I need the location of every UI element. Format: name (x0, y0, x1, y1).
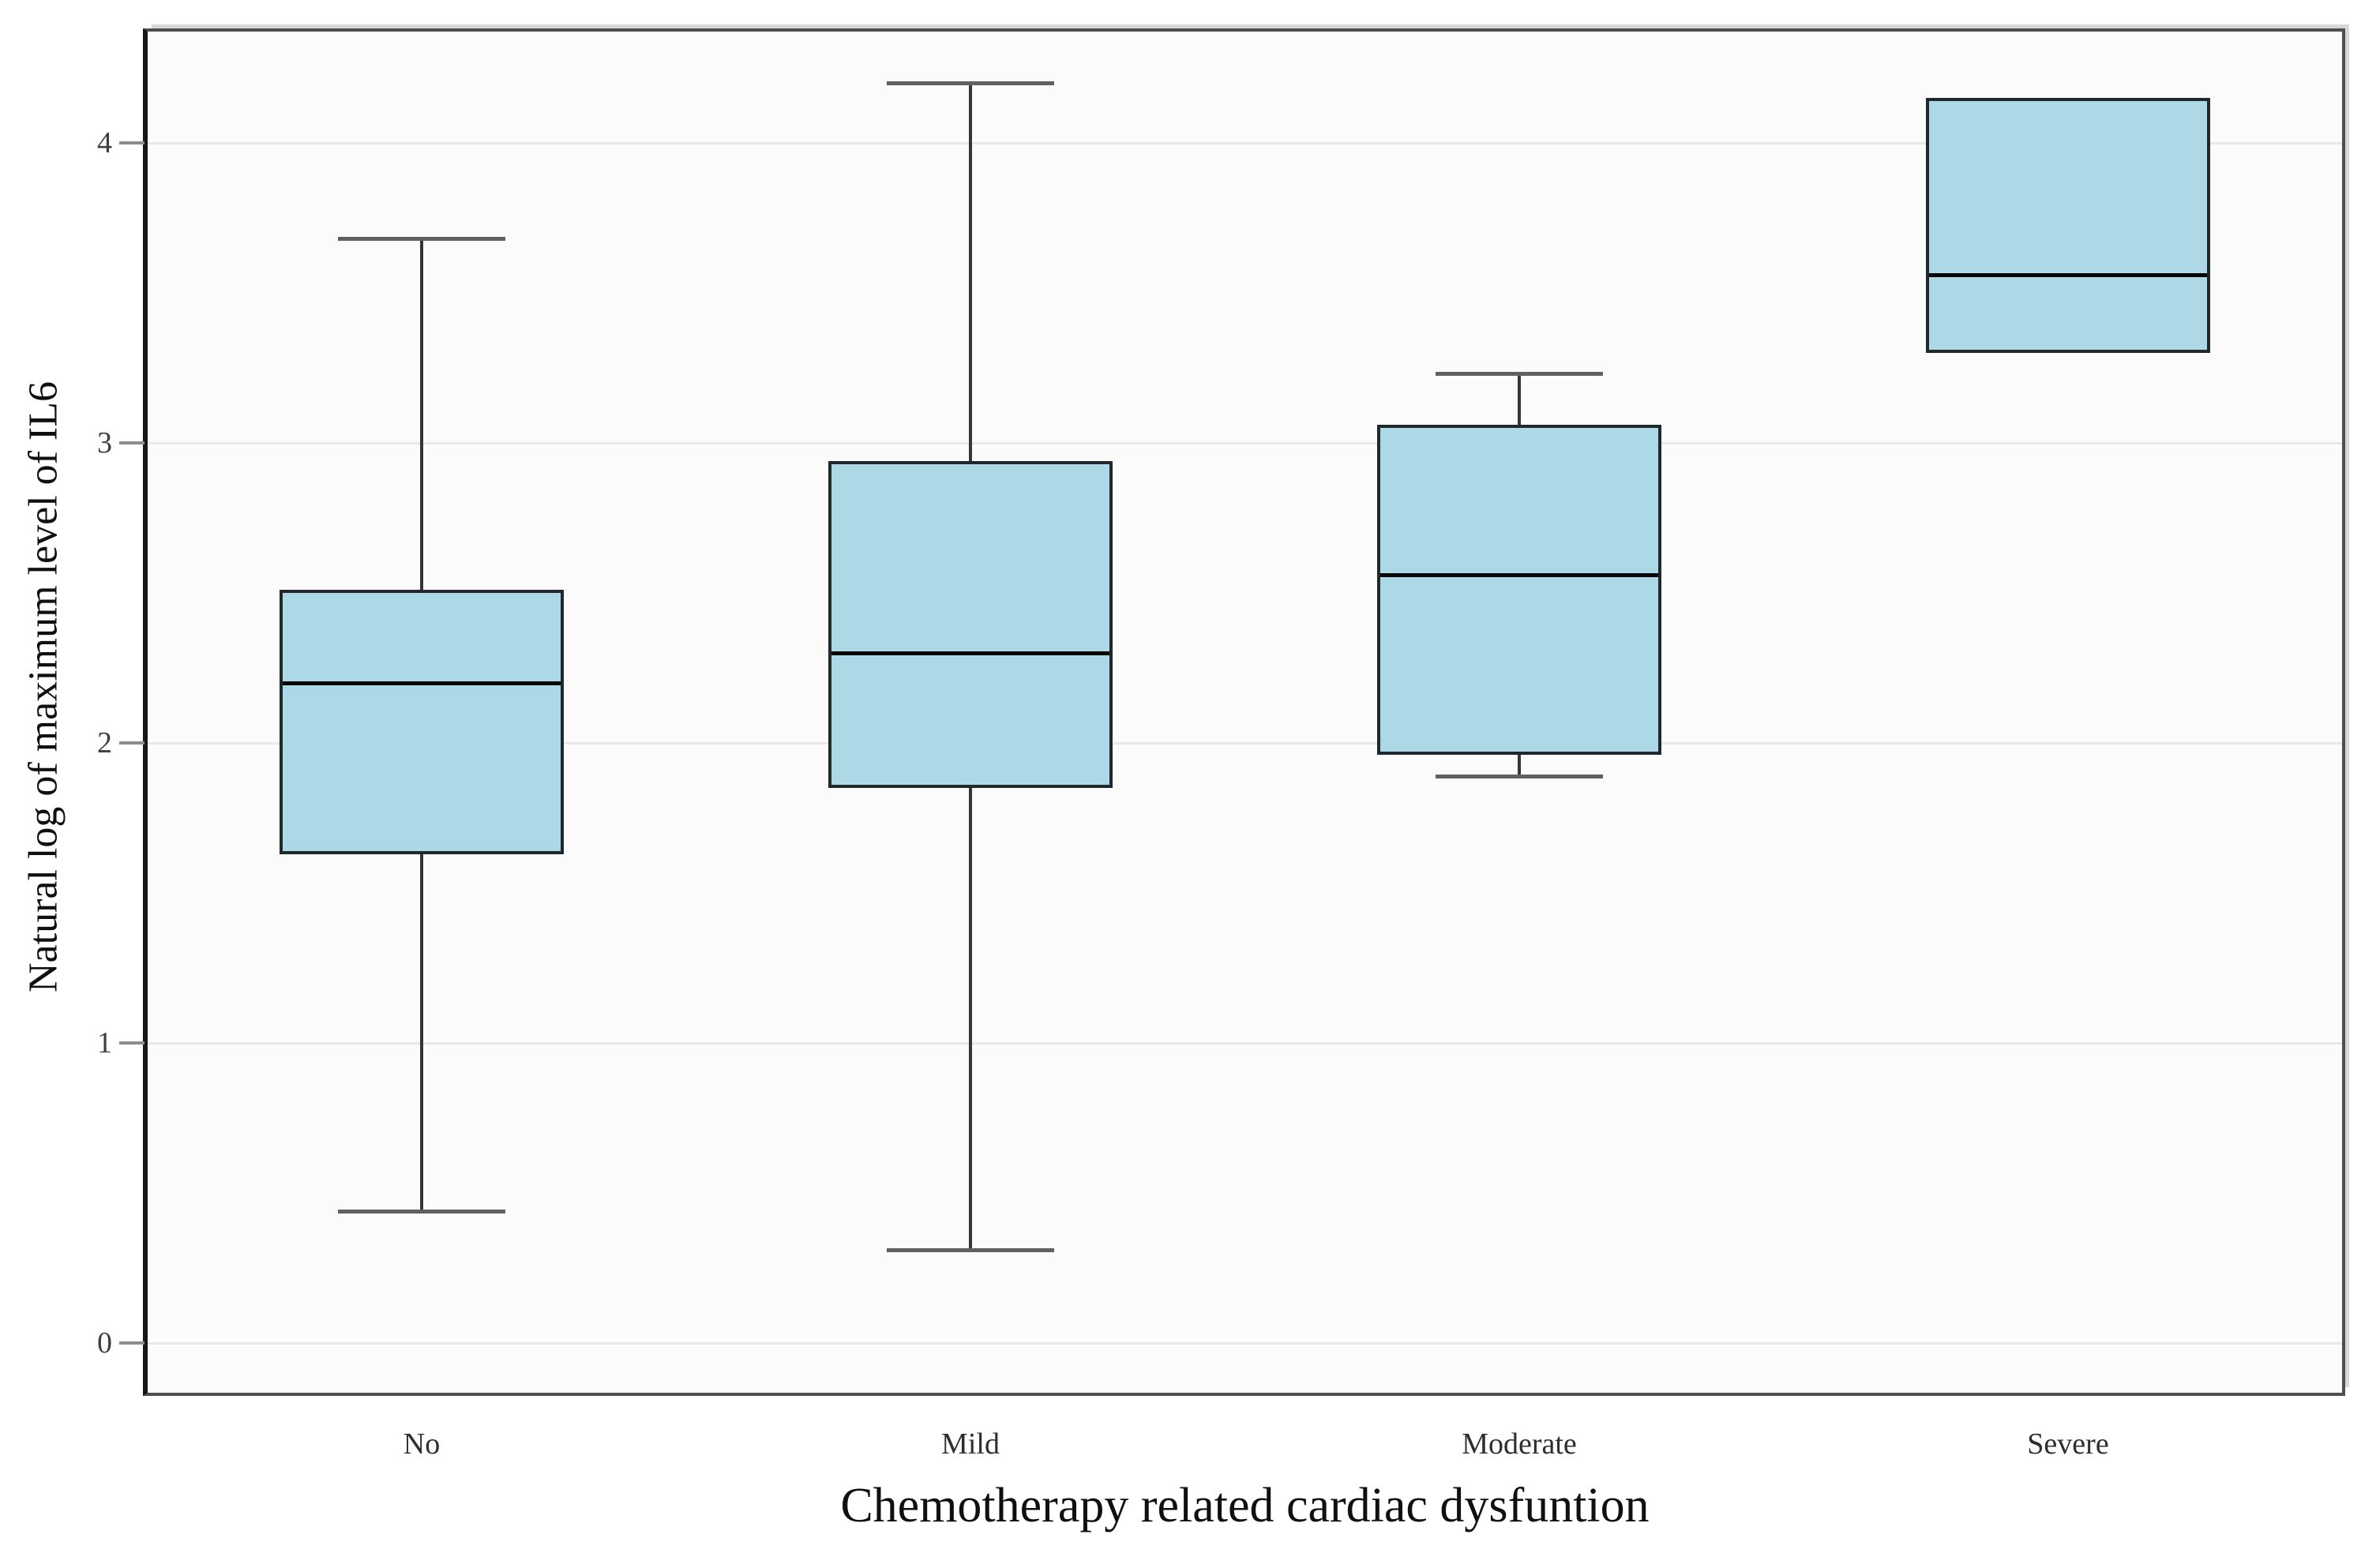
x-tick-label-severe: Severe (2027, 1427, 2109, 1461)
whisker-lower-cap-no (338, 1210, 505, 1214)
x-tick-label-mild: Mild (941, 1427, 1000, 1461)
gridline (148, 1042, 2342, 1045)
whisker-lower-stem-moderate (1518, 755, 1521, 776)
y-tick-mark (119, 441, 145, 445)
y-tick-mark (119, 1341, 145, 1345)
y-tick-mark (119, 741, 145, 745)
whisker-lower-stem-no (420, 854, 423, 1211)
whisker-upper-stem-mild (969, 83, 972, 461)
whisker-lower-stem-mild (969, 788, 972, 1250)
box-no (280, 590, 564, 854)
y-axis-title: Natural log of maximum level of IL6 (21, 381, 66, 993)
median-line-no (283, 681, 561, 685)
box-severe (1926, 98, 2210, 353)
gridline (148, 742, 2342, 745)
y-tick-mark (119, 141, 145, 144)
box-mild (828, 461, 1113, 788)
y-tick-label: 0 (97, 1326, 112, 1360)
y-tick-label: 3 (97, 426, 112, 460)
y-tick-label: 1 (97, 1026, 112, 1060)
whisker-lower-cap-moderate (1436, 775, 1603, 778)
gridline (148, 1342, 2342, 1345)
median-line-mild (831, 651, 1109, 655)
y-tick-label: 4 (97, 126, 112, 159)
median-line-moderate (1380, 573, 1658, 577)
whisker-lower-cap-mild (887, 1248, 1054, 1252)
gridline (148, 442, 2342, 445)
whisker-upper-cap-moderate (1436, 372, 1603, 376)
whisker-upper-stem-moderate (1518, 373, 1521, 425)
x-tick-label-no: No (403, 1427, 441, 1461)
whisker-upper-cap-mild (887, 81, 1054, 85)
box-moderate (1377, 425, 1661, 755)
y-tick-label: 2 (97, 726, 112, 760)
y-tick-mark (119, 1041, 145, 1045)
x-axis-title: Chemotherapy related cardiac dysfuntion (840, 1479, 1650, 1532)
whisker-upper-cap-no (338, 237, 505, 241)
median-line-severe (1929, 273, 2207, 277)
whisker-upper-stem-no (420, 238, 423, 590)
gridline (148, 142, 2342, 144)
x-tick-label-moderate: Moderate (1462, 1427, 1577, 1461)
